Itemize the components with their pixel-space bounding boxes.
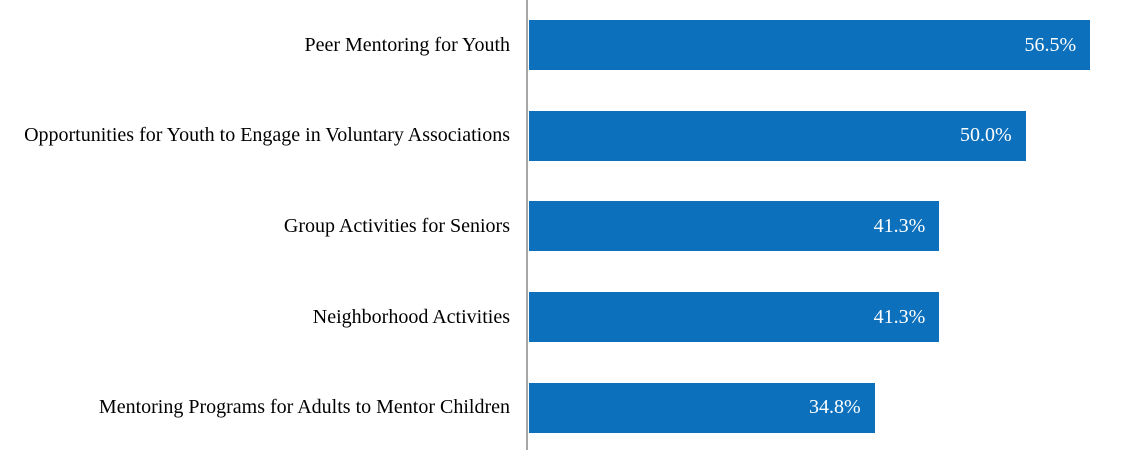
category-label: Peer Mentoring for Youth	[304, 33, 510, 56]
value-label: 41.3%	[873, 214, 926, 237]
chart-row: Opportunities for Youth to Engage in Vol…	[0, 91, 1125, 182]
bar-track: 41.3%	[529, 181, 1125, 272]
bar-track: 41.3%	[529, 272, 1125, 363]
value-label: 41.3%	[873, 305, 926, 328]
chart-row: Peer Mentoring for Youth 56.5%	[0, 0, 1125, 91]
category-label: Neighborhood Activities	[312, 305, 510, 328]
category-label-cell: Group Activities for Seniors	[0, 181, 529, 272]
bar: 41.3%	[529, 201, 940, 252]
value-label: 34.8%	[809, 396, 861, 419]
bar: 56.5%	[529, 20, 1091, 71]
bar-track: 34.8%	[529, 362, 1125, 453]
chart-row: Group Activities for Seniors 41.3%	[0, 181, 1125, 272]
category-label: Group Activities for Seniors	[283, 214, 510, 237]
category-label-cell: Peer Mentoring for Youth	[0, 0, 529, 91]
category-label-cell: Neighborhood Activities	[0, 272, 529, 363]
bar: 41.3%	[529, 292, 940, 343]
chart-row: Neighborhood Activities 41.3%	[0, 272, 1125, 363]
bar-track: 50.0%	[529, 91, 1125, 182]
category-label-cell: Mentoring Programs for Adults to Mentor …	[0, 362, 529, 453]
value-label: 50.0%	[959, 124, 1012, 147]
category-label: Opportunities for Youth to Engage in Vol…	[24, 124, 510, 147]
bar: 50.0%	[529, 110, 1026, 161]
value-label: 56.5%	[1024, 33, 1077, 56]
bar: 34.8%	[529, 382, 875, 433]
category-label: Mentoring Programs for Adults to Mentor …	[98, 396, 510, 419]
category-axis-line	[526, 0, 528, 450]
chart-row: Mentoring Programs for Adults to Mentor …	[0, 362, 1125, 453]
category-label-cell: Opportunities for Youth to Engage in Vol…	[0, 91, 529, 182]
bar-track: 56.5%	[529, 0, 1125, 91]
